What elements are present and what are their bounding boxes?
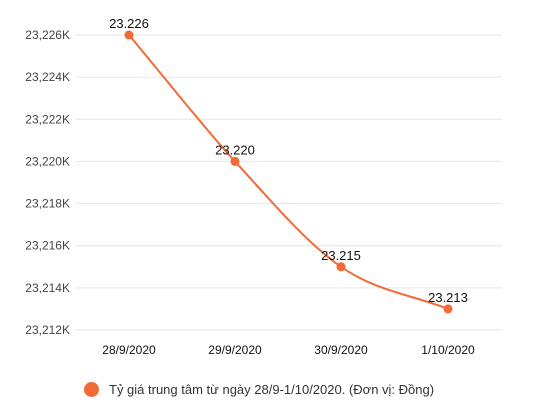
y-tick-label: 23,224K	[25, 70, 70, 84]
legend-swatch	[84, 381, 99, 397]
data-label: 23.213	[428, 290, 468, 305]
x-tick-label: 29/9/2020	[208, 343, 262, 357]
data-point	[336, 262, 346, 272]
data-label: 23.226	[109, 16, 149, 31]
y-tick-label: 23,222K	[25, 112, 70, 126]
y-tick-label: 23,220K	[25, 154, 70, 168]
legend: Tỷ giá trung tâm từ ngày 28/9-1/10/2020.…	[84, 376, 434, 402]
y-tick-label: 23,226K	[25, 28, 70, 42]
y-tick-label: 23,218K	[25, 197, 70, 211]
data-label: 23.220	[215, 142, 255, 157]
data-point	[230, 156, 240, 166]
data-point	[124, 30, 134, 40]
x-tick-label: 1/10/2020	[421, 343, 475, 357]
y-tick-label: 23,212K	[25, 323, 70, 337]
y-tick-label: 23,216K	[25, 239, 70, 253]
y-tick-label: 23,214K	[25, 281, 70, 295]
x-tick-label: 28/9/2020	[102, 343, 156, 357]
series-line	[128, 34, 449, 310]
data-label: 23.215	[321, 248, 361, 263]
legend-label: Tỷ giá trung tâm từ ngày 28/9-1/10/2020.…	[109, 381, 435, 397]
data-point	[443, 304, 453, 314]
x-tick-label: 30/9/2020	[314, 343, 368, 357]
